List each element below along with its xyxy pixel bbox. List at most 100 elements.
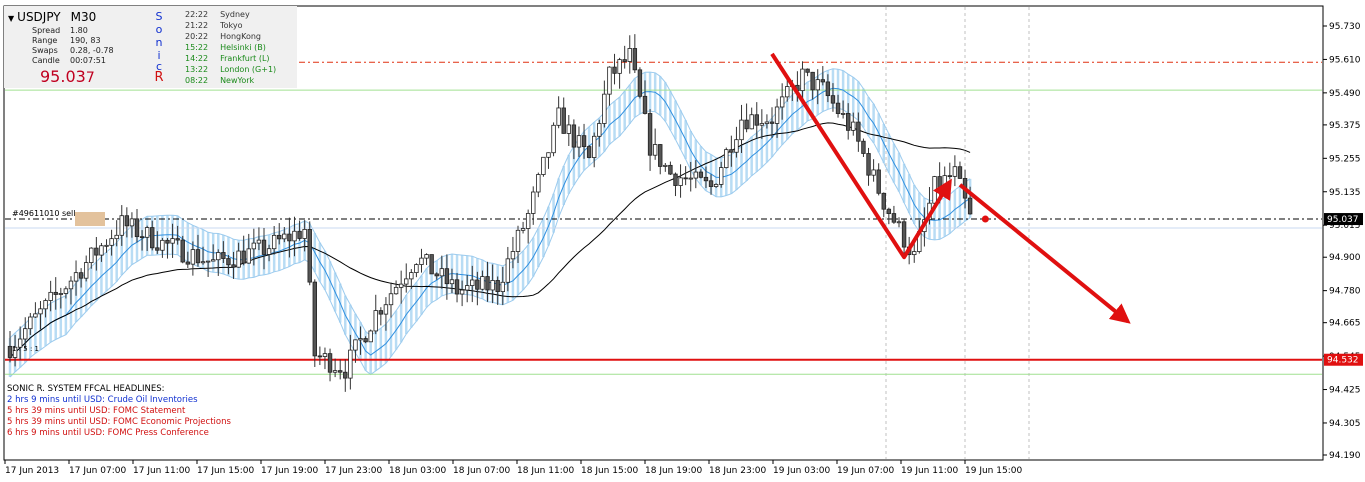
candle-body (937, 176, 942, 189)
session-time: 08:22 (185, 76, 209, 85)
candle-body (53, 291, 58, 295)
candle-body (627, 48, 632, 62)
session-time: 13:22 (185, 65, 209, 74)
headline-item: 2 hrs 9 mins until USD: Crude Oil Invent… (7, 395, 198, 405)
time-axis: 17 Jun 2013 17 Jun 07:00 17 Jun 11:00 17 Ju… (4, 460, 1022, 476)
session-time: 22:22 (185, 10, 209, 19)
candle-body (348, 349, 353, 379)
candle-body (439, 268, 444, 277)
x-tick-label: 17 Jun 07:00 (69, 466, 126, 476)
candle-body (195, 249, 201, 264)
y-tick-label: 95.610 (1329, 55, 1361, 65)
sonic-letter: i (157, 49, 161, 62)
level-price-box (1324, 353, 1363, 366)
session-time: 15:22 (185, 43, 209, 52)
candle-body (830, 95, 836, 104)
candle-body (774, 106, 780, 124)
candle-body (185, 261, 190, 265)
candle-body (515, 229, 521, 252)
candle-body (73, 272, 79, 282)
symbol-title[interactable]: ▼ USDJPY M30 (8, 10, 96, 24)
candle-body (500, 281, 505, 292)
candle-body (896, 221, 902, 224)
current-price: 95.037 (40, 67, 95, 86)
candle-body (932, 176, 937, 204)
candle-body (840, 112, 846, 115)
range-value: 190, 83 (70, 36, 101, 45)
session-time: 14:22 (185, 54, 209, 63)
projection-arrow[interactable] (958, 183, 1131, 324)
order-marker[interactable] (75, 212, 105, 226)
candle-body (144, 227, 150, 238)
swaps-label: Swaps (32, 46, 58, 55)
candle-body (175, 238, 180, 241)
band-lower (9, 107, 971, 378)
candle-body (282, 233, 287, 240)
candle-body (510, 251, 516, 260)
candle-body (434, 273, 439, 277)
candle-body (94, 247, 99, 256)
candle-body (693, 171, 698, 179)
x-tick-label: 19 Jun 11:00 (901, 466, 958, 476)
candle-body (231, 264, 236, 268)
candle-body (835, 102, 841, 114)
candle-body (683, 177, 688, 180)
candle-body (58, 293, 63, 295)
candle-body (444, 268, 450, 285)
candle-body (632, 48, 638, 71)
candle-body (287, 233, 292, 242)
headlines-title: SONIC R. SYSTEM FFCAL HEADLINES: (7, 384, 165, 394)
swing-arrow[interactable] (770, 52, 952, 260)
candle-body (475, 279, 480, 290)
candle-body (754, 114, 759, 126)
session-name: Tokyo (220, 21, 243, 30)
candle-body (541, 156, 546, 175)
candle-body (114, 234, 119, 240)
candle-body (480, 276, 485, 290)
y-tick-label: 94.425 (1329, 386, 1361, 396)
sonic-letter: o (155, 23, 163, 36)
candle-body (602, 93, 607, 124)
candle-body (810, 71, 815, 91)
x-tick-label: 17 Jun 23:00 (325, 466, 382, 476)
candle-body (764, 121, 770, 124)
candle-body (134, 218, 140, 238)
y-tick-label: 94.190 (1329, 451, 1361, 461)
candle-body (332, 370, 338, 373)
candle-body (713, 183, 719, 187)
x-tick-label: 19 Jun 03:00 (773, 466, 830, 476)
candle-body (454, 279, 460, 295)
candle-body (388, 293, 394, 306)
price-main: 95.03 (40, 67, 86, 86)
candle-body (607, 66, 612, 95)
candle-body (505, 258, 511, 283)
x-tick-label: 17 Jun 19:00 (261, 466, 318, 476)
candle-body (256, 239, 262, 244)
candle-body (617, 59, 622, 74)
x-tick-label: 18 Jun 15:00 (581, 466, 638, 476)
candle-body (901, 221, 907, 248)
y-tick-label: 95.375 (1329, 121, 1361, 131)
candle-body (846, 112, 851, 131)
candle-body (739, 119, 744, 141)
price-dot (981, 215, 989, 223)
candle-body (337, 370, 343, 373)
candle-body (708, 180, 714, 187)
candle-body (38, 308, 43, 315)
candle-body (912, 251, 917, 256)
candle-body (769, 121, 775, 124)
candle-body (658, 144, 663, 167)
dropdown-triangle-icon[interactable]: ▼ (8, 14, 15, 23)
candle-body (68, 280, 74, 290)
candle-body (551, 124, 556, 154)
candle-body (78, 272, 84, 279)
candle-body (160, 239, 165, 251)
order-label[interactable]: #49611010 sell (12, 209, 76, 218)
candle-body (566, 124, 571, 134)
candle-body (825, 81, 831, 97)
x-tick-label: 18 Jun 07:00 (453, 466, 510, 476)
candle-body (28, 316, 33, 330)
candle-body (277, 234, 282, 240)
candle-body (871, 169, 876, 176)
candle-body (678, 177, 683, 186)
